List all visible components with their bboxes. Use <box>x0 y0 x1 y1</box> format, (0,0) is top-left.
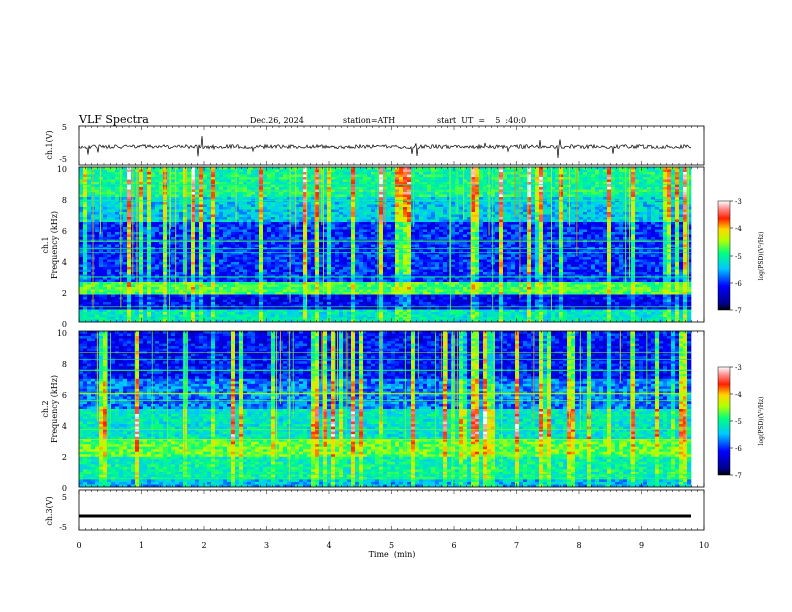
time-tick-8: 8 <box>576 541 581 550</box>
time-tick-1: 1 <box>139 541 144 550</box>
station-label: station=ATH <box>343 116 395 125</box>
ch3-waveform-frame <box>78 489 705 531</box>
ch2-spectrogram-image <box>79 331 692 488</box>
ch1-cbar-tick-neg5: -5 <box>735 253 742 261</box>
time-axis-label: Time (min) <box>369 550 416 559</box>
ch1-spectrogram-image <box>78 167 692 323</box>
ch2-cbar-tick-neg7: -7 <box>735 472 742 480</box>
ch2-spectrogram-ticks <box>78 331 705 487</box>
ch2-ytick-2: 2 <box>62 453 67 462</box>
ch1-ytick-8: 8 <box>62 196 67 205</box>
ch3-ytick-neg5: -5 <box>59 523 67 532</box>
ch2-cbar-tick-neg4: -4 <box>735 391 742 399</box>
time-tick-10: 10 <box>699 541 709 550</box>
ch1-spectrogram-ticks <box>78 167 705 322</box>
ch1-spectrogram-ylabel-line1: ch.1 <box>41 236 50 253</box>
ch3-ytick-5: 5 <box>62 493 67 502</box>
ch1-colorbar-gradient <box>717 200 731 311</box>
ch1-ytick-neg5: -5 <box>59 155 67 164</box>
ch1-waveform-frame <box>78 125 705 166</box>
time-tick-5: 5 <box>389 541 394 550</box>
ch1-ytick-6: 6 <box>62 227 67 236</box>
ch2-spectrogram-ylabel-line1: ch.2 <box>41 400 50 417</box>
figure-title: VLF Spectra <box>78 113 149 126</box>
ch1-waveform-line <box>78 135 692 159</box>
ch1-cbar-tick-neg3: -3 <box>735 198 742 206</box>
ch1-ytick-10: 10 <box>57 165 67 174</box>
ch1-cbar-tick-neg7: -7 <box>735 307 742 315</box>
ch1-waveform-ticks <box>78 126 705 165</box>
ch2-ytick-4: 4 <box>62 422 67 431</box>
time-tick-0: 0 <box>76 541 81 550</box>
ch1-ytick-4: 4 <box>62 258 67 267</box>
start-time-label: start UT = 5 :40:0 <box>437 116 526 125</box>
ch2-ytick-6: 6 <box>62 391 67 400</box>
ch2-colorbar-gradient <box>717 366 731 476</box>
ch2-ytick-0: 0 <box>62 484 67 493</box>
ch3-waveform-panel: 5 -5 ch.3(V) <box>45 489 705 532</box>
time-tick-6: 6 <box>451 541 456 550</box>
ch2-ytick-10: 10 <box>57 329 67 338</box>
ch1-ytick-2: 2 <box>62 289 67 298</box>
time-axis-tick-labels: 0 1 2 3 4 5 6 7 8 9 10 <box>76 541 709 550</box>
ch2-spectrogram-panel: 0 2 4 6 8 10 ch.2 Frequency (kHz) <box>41 329 705 493</box>
ch2-colorbar-label: log(PSD)(V²/Hz) <box>758 397 765 446</box>
ch3-waveform-ylabel: ch.3(V) <box>45 496 54 525</box>
time-tick-4: 4 <box>326 541 331 550</box>
ch1-colorbar: -3 -4 -5 -6 -7 log(PSD)(V²/Hz) <box>717 198 765 315</box>
ch1-waveform-ylabel: ch.1(V) <box>45 130 54 159</box>
ch2-cbar-tick-neg3: -3 <box>735 364 742 372</box>
ch2-cbar-tick-neg5: -5 <box>735 418 742 426</box>
ch2-cbar-tick-neg6: -6 <box>735 445 742 453</box>
ch1-spectrogram-panel: 0 2 4 6 8 10 ch.1 Frequency (kHz) <box>41 165 705 329</box>
ch1-cbar-tick-neg6: -6 <box>735 280 742 288</box>
time-tick-7: 7 <box>514 541 519 550</box>
time-tick-9: 9 <box>639 541 644 550</box>
ch3-waveform-ticks <box>78 490 705 530</box>
date-label: Dec.26, 2024 <box>250 116 304 125</box>
ch1-waveform-panel: 5 -5 ch.1(V) <box>45 123 705 166</box>
ch1-spectrogram-ylabel-line2: Frequency (kHz) <box>50 211 59 279</box>
ch1-ytick-0: 0 <box>62 320 67 329</box>
time-tick-3: 3 <box>264 541 269 550</box>
ch2-spectrogram-ylabel-line2: Frequency (kHz) <box>50 375 59 443</box>
ch1-ytick-5: 5 <box>62 123 67 132</box>
time-tick-2: 2 <box>201 541 206 550</box>
ch1-cbar-tick-neg4: -4 <box>735 225 742 233</box>
ch2-colorbar: -3 -4 -5 -6 -7 log(PSD)(V²/Hz) <box>717 364 765 480</box>
ch1-colorbar-label: log(PSD)(V²/Hz) <box>758 232 765 281</box>
ch2-ytick-8: 8 <box>62 360 67 369</box>
